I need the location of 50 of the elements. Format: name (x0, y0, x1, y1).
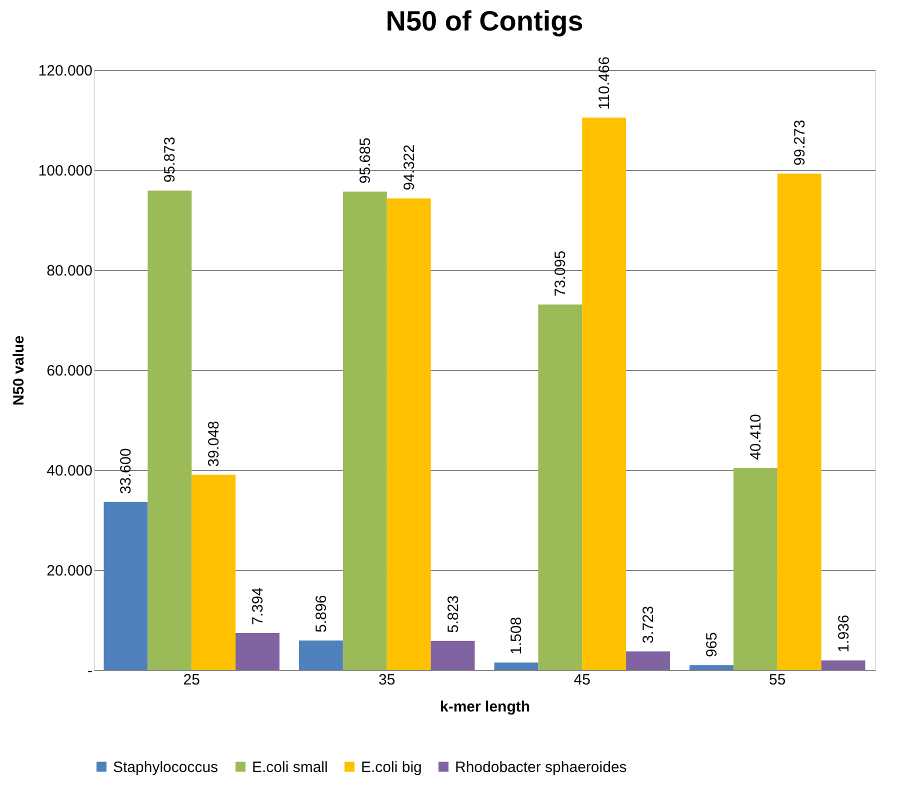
bar (690, 665, 734, 670)
bar (104, 502, 148, 670)
data-label: 5.823 (444, 595, 462, 633)
data-label: 7.394 (250, 587, 267, 626)
legend-label: E.coli big (361, 758, 422, 776)
y-axis-title: N50 value (10, 335, 28, 406)
bar (148, 190, 192, 670)
bar (430, 640, 475, 670)
data-label: 99.273 (791, 120, 808, 166)
data-label: 33.600 (118, 448, 135, 494)
y-tick-label: 20.000 (46, 562, 92, 580)
bar (538, 304, 582, 670)
x-tick-label: 35 (378, 672, 396, 688)
bar (192, 474, 236, 670)
bar (236, 633, 280, 670)
data-label: 3.723 (640, 606, 658, 644)
x-tick-label: 55 (769, 672, 786, 688)
data-label: 94.322 (400, 144, 418, 190)
bar (386, 198, 431, 670)
bar (582, 118, 626, 670)
data-label: 95.873 (162, 136, 179, 183)
bar (342, 192, 387, 670)
bar (299, 640, 343, 670)
data-label: 73.095 (552, 250, 570, 297)
y-tick-label: 60.000 (46, 362, 92, 380)
legend-label: E.coli small (252, 758, 328, 776)
data-label: 110.466 (596, 56, 614, 110)
bar (821, 660, 866, 670)
x-tick-label: 25 (183, 672, 200, 688)
data-label: 39.048 (206, 420, 223, 467)
legend-label: Staphylococcus (113, 758, 218, 776)
data-label: 40.410 (747, 414, 764, 460)
y-tick-label: - (88, 662, 92, 680)
y-tick-label: 100.000 (38, 162, 92, 180)
bar (777, 174, 822, 670)
y-tick-label: 40.000 (46, 462, 92, 480)
y-tick-label: 120.000 (38, 62, 92, 80)
bar (733, 468, 778, 670)
legend-label: Rhodobacter sphaeroides (455, 758, 627, 776)
bar (494, 662, 538, 670)
data-label: 1.508 (508, 616, 526, 654)
data-label: 5.896 (312, 594, 330, 633)
bar (626, 651, 670, 670)
data-label: 1.936 (835, 614, 852, 652)
x-axis-title: k-mer length (440, 698, 530, 716)
y-tick-label: 80.000 (46, 262, 92, 280)
data-label: 95.685 (356, 138, 374, 184)
x-tick-label: 45 (574, 672, 590, 688)
chart-title: N50 of Contigs (386, 6, 584, 37)
data-label: 965 (703, 632, 720, 658)
